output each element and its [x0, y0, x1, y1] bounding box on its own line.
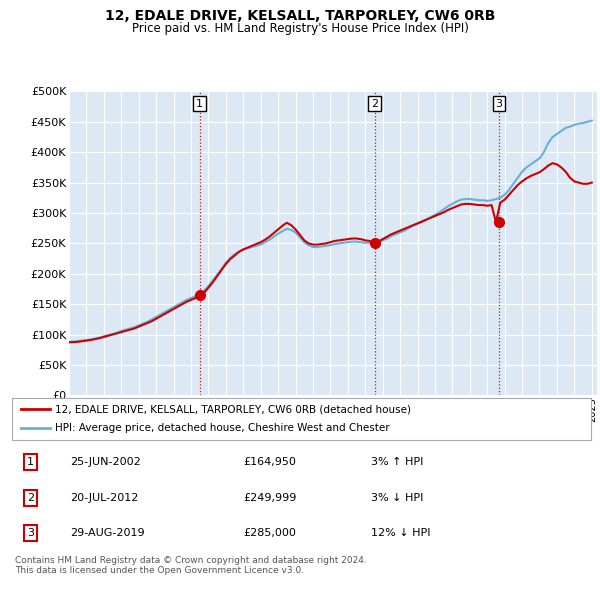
- Text: 12, EDALE DRIVE, KELSALL, TARPORLEY, CW6 0RB: 12, EDALE DRIVE, KELSALL, TARPORLEY, CW6…: [105, 9, 495, 23]
- Text: 3% ↓ HPI: 3% ↓ HPI: [371, 493, 424, 503]
- Text: £249,999: £249,999: [244, 493, 297, 503]
- Text: 25-JUN-2002: 25-JUN-2002: [70, 457, 140, 467]
- Text: 2: 2: [371, 99, 379, 109]
- Text: Contains HM Land Registry data © Crown copyright and database right 2024.
This d: Contains HM Land Registry data © Crown c…: [15, 556, 367, 575]
- Text: 29-AUG-2019: 29-AUG-2019: [70, 528, 145, 538]
- Text: 1: 1: [196, 99, 203, 109]
- Text: 3: 3: [27, 528, 34, 538]
- Text: HPI: Average price, detached house, Cheshire West and Chester: HPI: Average price, detached house, Ches…: [55, 424, 390, 434]
- Text: £285,000: £285,000: [244, 528, 296, 538]
- Text: £164,950: £164,950: [244, 457, 296, 467]
- Text: 3% ↑ HPI: 3% ↑ HPI: [371, 457, 424, 467]
- Text: 20-JUL-2012: 20-JUL-2012: [70, 493, 138, 503]
- Text: 12% ↓ HPI: 12% ↓ HPI: [371, 528, 430, 538]
- Text: 1: 1: [27, 457, 34, 467]
- Text: Price paid vs. HM Land Registry's House Price Index (HPI): Price paid vs. HM Land Registry's House …: [131, 22, 469, 35]
- Text: 12, EDALE DRIVE, KELSALL, TARPORLEY, CW6 0RB (detached house): 12, EDALE DRIVE, KELSALL, TARPORLEY, CW6…: [55, 404, 412, 414]
- Text: 2: 2: [27, 493, 34, 503]
- Text: 3: 3: [496, 99, 502, 109]
